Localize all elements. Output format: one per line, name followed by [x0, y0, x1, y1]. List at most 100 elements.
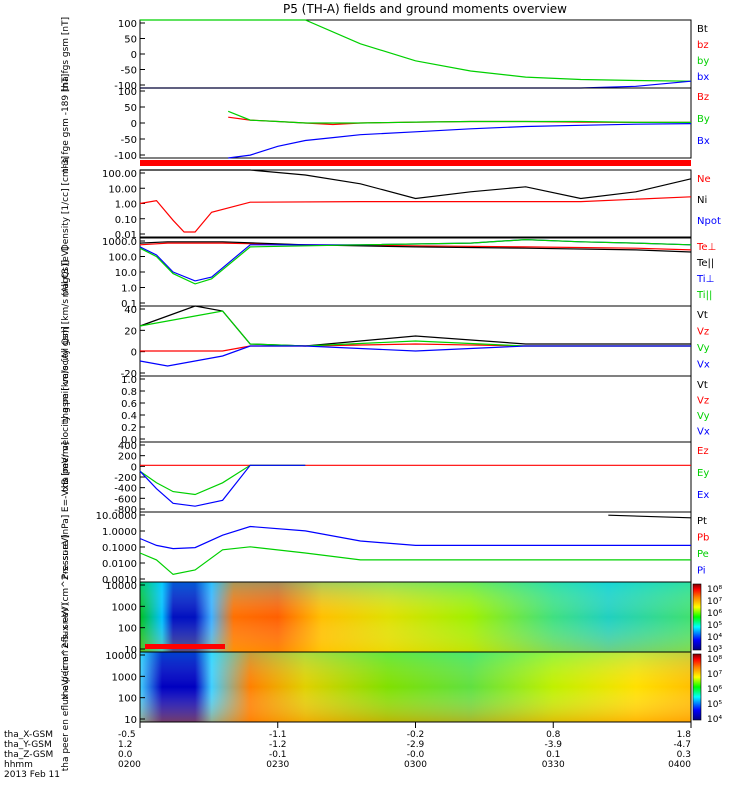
- colorbar-tick-label: 10⁸: [707, 585, 722, 595]
- legend-entry: Bt: [697, 24, 708, 35]
- y-tick-label: -600: [114, 494, 137, 505]
- y-axis-label: tha fge gsm -189 [nT]: [61, 74, 71, 172]
- panel-6: 1.00.80.60.40.20.0 tha peer velocity gsm …: [61, 326, 710, 491]
- y-tick-label: 1000.0: [102, 237, 137, 248]
- y-tick-label: 1000: [112, 672, 137, 683]
- y-tick-label: 100.00: [102, 169, 137, 180]
- spectrogram-shade: [140, 652, 691, 722]
- y-tick-label: 10000: [105, 651, 137, 662]
- footer-value: -1.1: [269, 730, 287, 740]
- legend-entry: Vy: [697, 343, 710, 354]
- y-tick-label: 10: [124, 715, 137, 726]
- series-line-blue: [139, 345, 691, 367]
- legend-entry: Ez: [697, 446, 709, 457]
- y-tick-label: 0.01: [115, 230, 137, 241]
- panel-3: 100.00 10.00 1.00 0.10 0.01 Density [1/cc] [c…: [61, 156, 721, 251]
- colorbar-tick-label: 10⁶: [707, 685, 722, 695]
- footer-value: 0330: [542, 760, 565, 770]
- legend-entry: Vt: [697, 380, 708, 391]
- footer-value: 1.8: [677, 730, 692, 740]
- series-line-black: [139, 305, 691, 347]
- panel-frame: [139, 169, 692, 238]
- footer-value: 0400: [668, 760, 691, 770]
- y-tick-label: 1.0000: [102, 527, 137, 538]
- colorbar: [692, 653, 702, 721]
- y-axis-label: tha peir en eflux eV/ (cm^2-s- sr-eV): [61, 534, 71, 700]
- colorbar-tick-label: 10⁴: [707, 715, 722, 725]
- y-tick-label: 0.6: [121, 399, 137, 410]
- series-line-green: [227, 110, 691, 124]
- y-tick-label: 0.2: [121, 423, 137, 434]
- y-tick-label: 100: [118, 624, 137, 635]
- footer-value: -0.1: [269, 750, 287, 760]
- y-tick-label: 1.00: [115, 200, 137, 211]
- legend-entry: Vt: [697, 310, 708, 321]
- legend-entry: Pi: [697, 566, 706, 577]
- panel-8: 10.0000 1.0000 0.1000 0.0100 0.0010 Pressure …: [61, 511, 709, 586]
- footer-value: 0.3: [677, 750, 691, 760]
- y-tick-label: 10.0000: [96, 511, 137, 522]
- y-tick-label: 0.0: [121, 435, 137, 446]
- y-tick-label: 100.0: [108, 253, 137, 264]
- footer-value: 0300: [404, 760, 427, 770]
- y-tick-label: -200: [114, 473, 137, 484]
- footer-value: -0.5: [118, 730, 136, 740]
- y-axis-label: tha peir velocity gsm [km/s (All Qs)]: [61, 260, 71, 422]
- panel-9: 10⁸ 10⁷ 10⁶ 10⁵ 10⁴ 10³ 10000 1000 100 10 tha peir…: [61, 534, 722, 700]
- legend-entry: bx: [697, 72, 709, 83]
- footer-value: -2.9: [407, 740, 425, 750]
- colorbar-tick-label: 10⁷: [707, 670, 722, 680]
- series-line-red: [228, 116, 691, 126]
- y-tick-label: -400: [114, 484, 137, 495]
- y-tick-label: 10.0: [115, 268, 137, 279]
- y-tick-label: 0.8: [121, 387, 137, 398]
- legend-entry: Ex: [697, 490, 709, 501]
- legend-entry: Bx: [697, 136, 710, 147]
- series-line-green: [139, 238, 692, 285]
- series-line-green: [140, 19, 692, 82]
- colorbar-tick-label: 10⁸: [707, 655, 722, 665]
- panel-frame: [139, 511, 692, 583]
- series-line-blue: [139, 464, 306, 507]
- y-axis-label: E=-VxB [mV/m]: [61, 442, 71, 512]
- y-tick-label: 200: [118, 452, 137, 463]
- legend-entry: Vz: [697, 396, 709, 407]
- panel-frame: [139, 87, 692, 159]
- y-tick-label: 400: [118, 441, 137, 452]
- y-tick-label: -50: [121, 66, 137, 77]
- y-tick-label: 0.1: [121, 299, 137, 310]
- legend-entry: Ti||: [696, 290, 712, 301]
- y-tick-label: 0.0010: [102, 575, 137, 586]
- footer-value: -0.2: [407, 730, 425, 740]
- y-tick-label: 10000: [105, 581, 137, 592]
- red-separator-bar: [140, 160, 691, 166]
- series-line-blue: [139, 525, 691, 550]
- y-tick-label: 50: [124, 35, 137, 46]
- y-tick-label: 20: [124, 326, 137, 337]
- series-line-black: [608, 514, 692, 519]
- footer-axis-labels: tha_X-GSM -0.5 -1.1 -0.2 0.8 1.8 tha_Y-GSM 1.2 -…: [4, 722, 692, 780]
- footer-value: 0.0: [118, 750, 133, 760]
- y-tick-label: 0.1000: [102, 543, 137, 554]
- panel-2: 100 50 0 -50 -100 tha fge gsm -189 [nT] Bz By Bx: [61, 74, 710, 172]
- footer-row-label: tha_Y-GSM: [4, 740, 52, 750]
- panel-4: 1000.0 100.0 10.0 1.0 0.1 magt3 [eV] Te⊥ Te|| Ti…: [61, 237, 716, 310]
- legend-entry: bz: [697, 40, 709, 51]
- footer-value: 0.8: [546, 730, 561, 740]
- y-tick-label: 100: [118, 694, 137, 705]
- footer-value: 0230: [266, 760, 289, 770]
- legend-entry: Te⊥: [696, 242, 716, 253]
- footer-value: 0200: [118, 760, 141, 770]
- panel-5: 40 20 0 -20 tha peir velocity gsm [km/s (All…: [61, 260, 710, 422]
- series-line-red: [140, 343, 691, 352]
- y-axis-label: Pressure [nPa]: [61, 515, 71, 580]
- y-tick-label: -20: [121, 369, 137, 380]
- chart-title: P5 (TH-A) fields and ground moments over…: [283, 2, 567, 16]
- colorbar-tick-label: 10⁵: [707, 621, 722, 631]
- legend-entry: Pe: [697, 549, 709, 560]
- series-line-blue: [140, 80, 692, 89]
- y-tick-label: -800: [114, 505, 137, 516]
- y-axis-label: Density [1/cc] [cm-3]: [61, 156, 71, 251]
- series-line-green: [139, 310, 691, 347]
- footer-value: -4.7: [673, 740, 691, 750]
